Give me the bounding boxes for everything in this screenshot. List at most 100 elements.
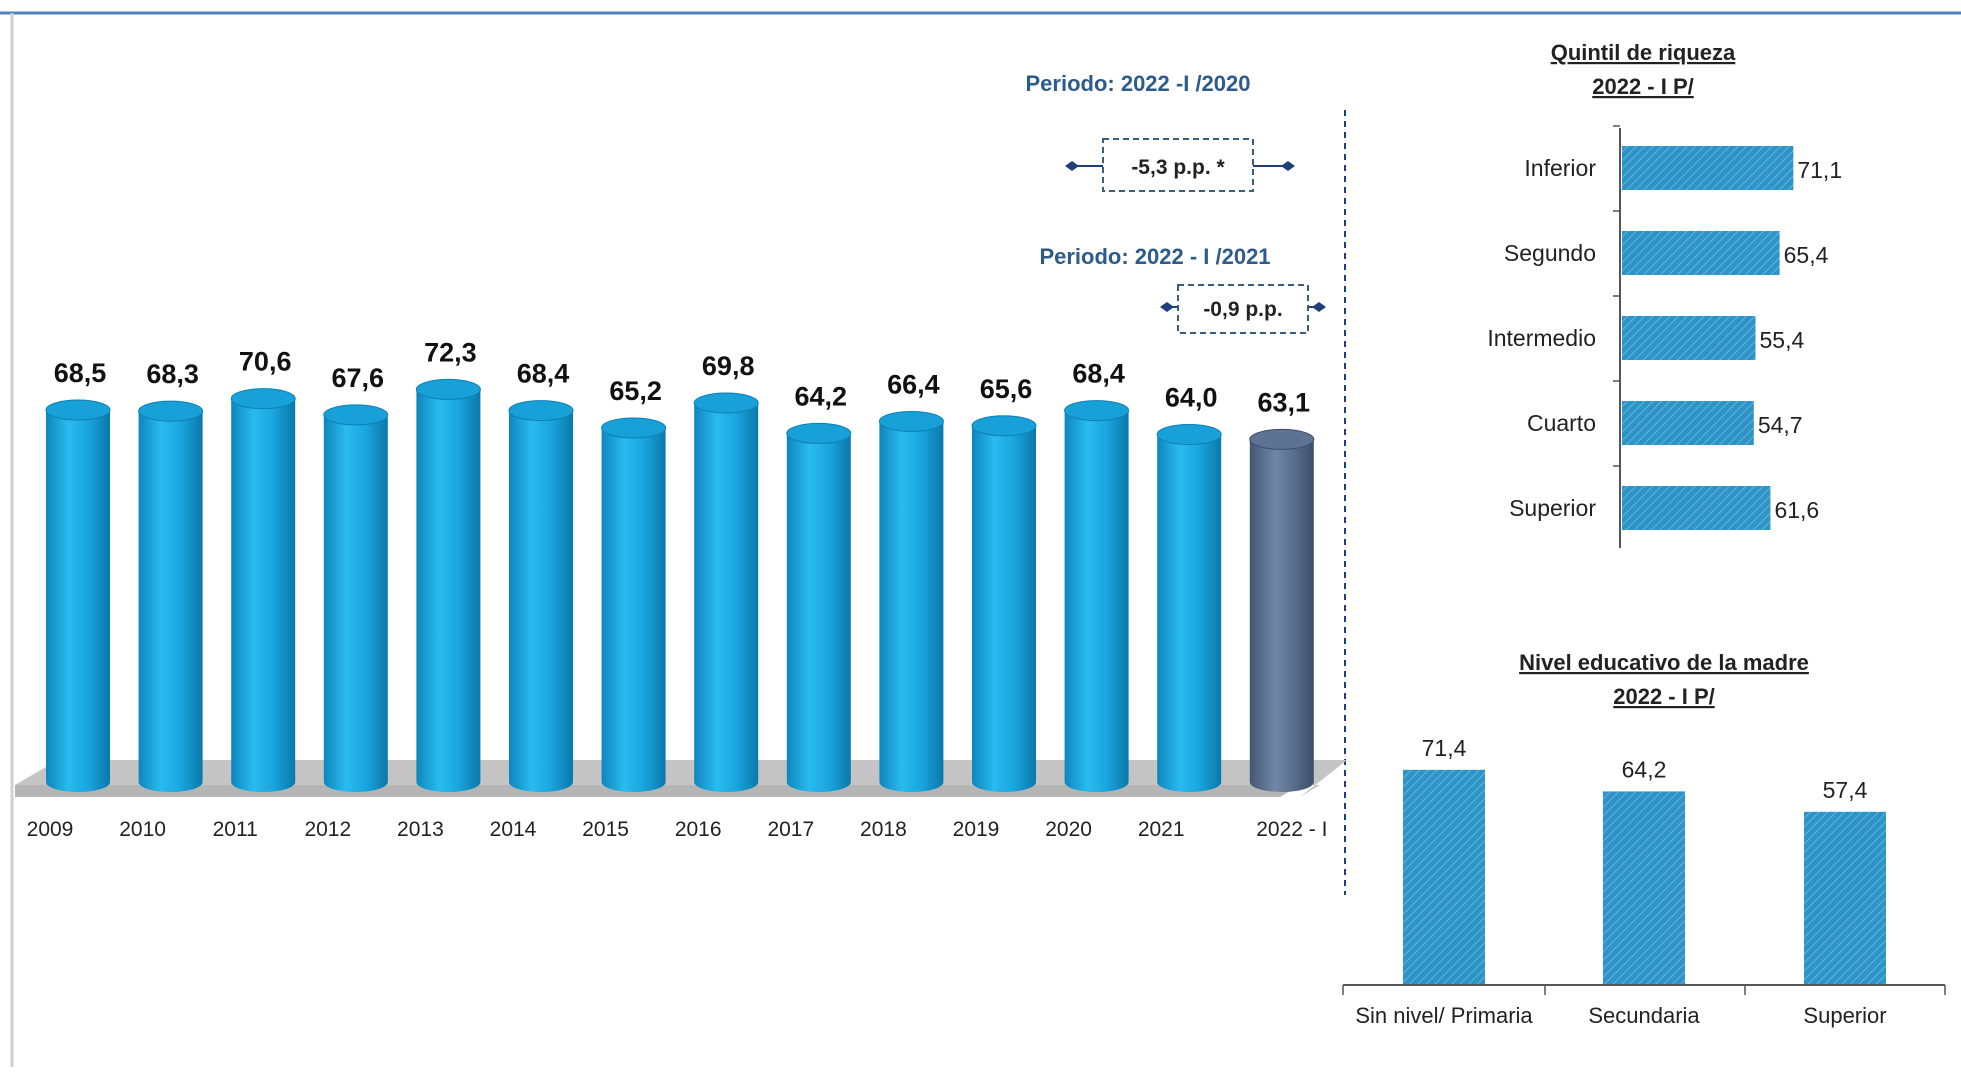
quintil-value-label: 65,4 — [1784, 242, 1829, 268]
cylinder-body — [786, 433, 851, 793]
quintil-category-label: Cuarto — [1527, 410, 1596, 436]
annotation-2-bracket — [1160, 284, 1326, 334]
bar-value-label: 67,6 — [332, 363, 385, 393]
cylinder-body — [231, 398, 296, 792]
cylinder-top — [786, 422, 852, 444]
cylinder-body — [1157, 434, 1222, 793]
bar-value-label: 68,4 — [517, 359, 570, 389]
cylinder-top — [878, 410, 944, 432]
cylinder-bar — [601, 417, 667, 793]
bar-value-label: 63,1 — [1258, 387, 1311, 417]
cylinder-bar — [323, 404, 389, 793]
bar-value-label: 68,3 — [146, 359, 199, 389]
cylinder-top — [971, 415, 1037, 437]
cylinder-bar — [693, 392, 759, 793]
cylinder-bar — [45, 399, 111, 792]
cylinder-top — [230, 388, 296, 410]
cylinder-bar — [1156, 423, 1222, 793]
x-tick-label: 2010 — [119, 818, 166, 841]
cylinder-body — [323, 414, 388, 793]
cylinder-top — [1249, 428, 1315, 450]
x-tick-label: 2021 — [1138, 818, 1185, 841]
quintil-category-label: Superior — [1509, 495, 1596, 521]
cylinder-body — [1249, 439, 1314, 793]
nivel-bar — [1804, 811, 1886, 984]
nivel-value-label: 64,2 — [1622, 756, 1667, 782]
nivel-subtitle: 2022 - I P/ — [1613, 684, 1715, 709]
main-value-labels: 68,5 68,3 70,6 67,6 72,3 68,4 65,2 69,8 64,2 66,4… — [54, 337, 1310, 417]
nivel-value-label: 57,4 — [1823, 777, 1868, 803]
nivel-value-label: 71,4 — [1422, 735, 1467, 761]
cylinder-top — [693, 392, 759, 414]
cylinder-body — [879, 421, 944, 793]
bar-value-label: 68,4 — [1072, 359, 1125, 389]
quintil-category-label: Intermedio — [1487, 325, 1596, 351]
nivel-bar — [1603, 791, 1685, 984]
quintil-bar — [1622, 231, 1780, 275]
bar-value-label: 70,6 — [239, 347, 292, 377]
cylinder-bar — [786, 422, 852, 793]
main-category-labels: 2009 2010 2011 2012 2013 2014 2015 2016 2017 2018… — [27, 818, 1328, 841]
bar-value-label: 65,2 — [609, 376, 662, 406]
bar-value-label: 68,5 — [54, 358, 107, 388]
cylinder-body — [972, 425, 1036, 792]
quintil-value-label: 61,6 — [1774, 497, 1819, 523]
x-tick-label: 2020 — [1045, 818, 1092, 841]
annotation-2-label: -0,9 p.p. — [1203, 298, 1282, 321]
quintil-bar — [1622, 401, 1754, 445]
x-tick-label: 2017 — [767, 818, 814, 841]
quintil-value-label: 71,1 — [1797, 157, 1842, 183]
x-tick-label: 2016 — [675, 818, 722, 841]
nivel-bar-group: 71,4 Sin nivel/ Primaria 64,2 Secundaria 57,… — [1342, 735, 1946, 1028]
x-tick-label: 2014 — [490, 818, 537, 841]
cylinder-bar — [230, 388, 296, 792]
cylinder-body — [416, 389, 481, 793]
cylinder-bar — [508, 400, 574, 792]
cylinder-body — [138, 411, 203, 793]
bar-value-label: 64,0 — [1165, 382, 1218, 412]
cylinder-body — [694, 402, 759, 793]
quintil-bar — [1622, 146, 1794, 190]
x-tick-label: 2012 — [304, 818, 351, 841]
bar-value-label: 64,2 — [795, 381, 848, 411]
nivel-title: Nivel educativo de la madre — [1519, 650, 1809, 675]
cylinder-top — [508, 400, 574, 422]
x-tick-label: 2019 — [953, 818, 1000, 841]
bar-value-label: 65,6 — [980, 374, 1033, 404]
x-tick-label: 2022 - I — [1256, 818, 1327, 841]
bar-value-label: 66,4 — [887, 369, 940, 399]
cylinder-bar — [415, 378, 481, 793]
annotation-1-title: Periodo: 2022 -I /2020 — [1026, 71, 1251, 96]
cylinder-body — [1064, 410, 1129, 793]
quintil-subtitle: 2022 - I P/ — [1592, 74, 1694, 99]
bar-value-label: 72,3 — [424, 337, 477, 367]
quintil-title: Quintil de riqueza — [1551, 40, 1736, 65]
cylinder-bar — [1249, 428, 1315, 793]
cylinder-top — [1064, 400, 1130, 422]
cylinder-body — [601, 427, 666, 793]
x-tick-label: 2018 — [860, 818, 907, 841]
x-tick-label: 2011 — [213, 818, 258, 841]
cylinder-top — [138, 400, 204, 422]
annotation-1-label: -5,3 p.p. * — [1131, 156, 1225, 179]
cylinder-body — [46, 410, 110, 792]
x-tick-label: 2015 — [582, 818, 629, 841]
quintil-value-label: 54,7 — [1758, 412, 1803, 438]
main-bar-group — [45, 378, 1315, 793]
x-tick-label: 2013 — [397, 818, 444, 841]
cylinder-bar — [1064, 400, 1130, 793]
quintil-category-label: Segundo — [1504, 240, 1596, 266]
cylinder-bar — [971, 415, 1037, 792]
nivel-category-label: Secundaria — [1588, 1003, 1700, 1028]
quintil-bar — [1622, 486, 1771, 530]
nivel-bar — [1403, 769, 1485, 984]
bar-value-label: 69,8 — [702, 351, 755, 381]
annotation-2-title: Periodo: 2022 - I /2021 — [1039, 244, 1270, 269]
annotation-1-bracket — [1065, 138, 1295, 192]
quintil-value-label: 55,4 — [1760, 327, 1805, 353]
cylinder-top — [601, 417, 667, 439]
cylinder-top — [1156, 423, 1222, 445]
nivel-category-label: Superior — [1803, 1003, 1886, 1028]
